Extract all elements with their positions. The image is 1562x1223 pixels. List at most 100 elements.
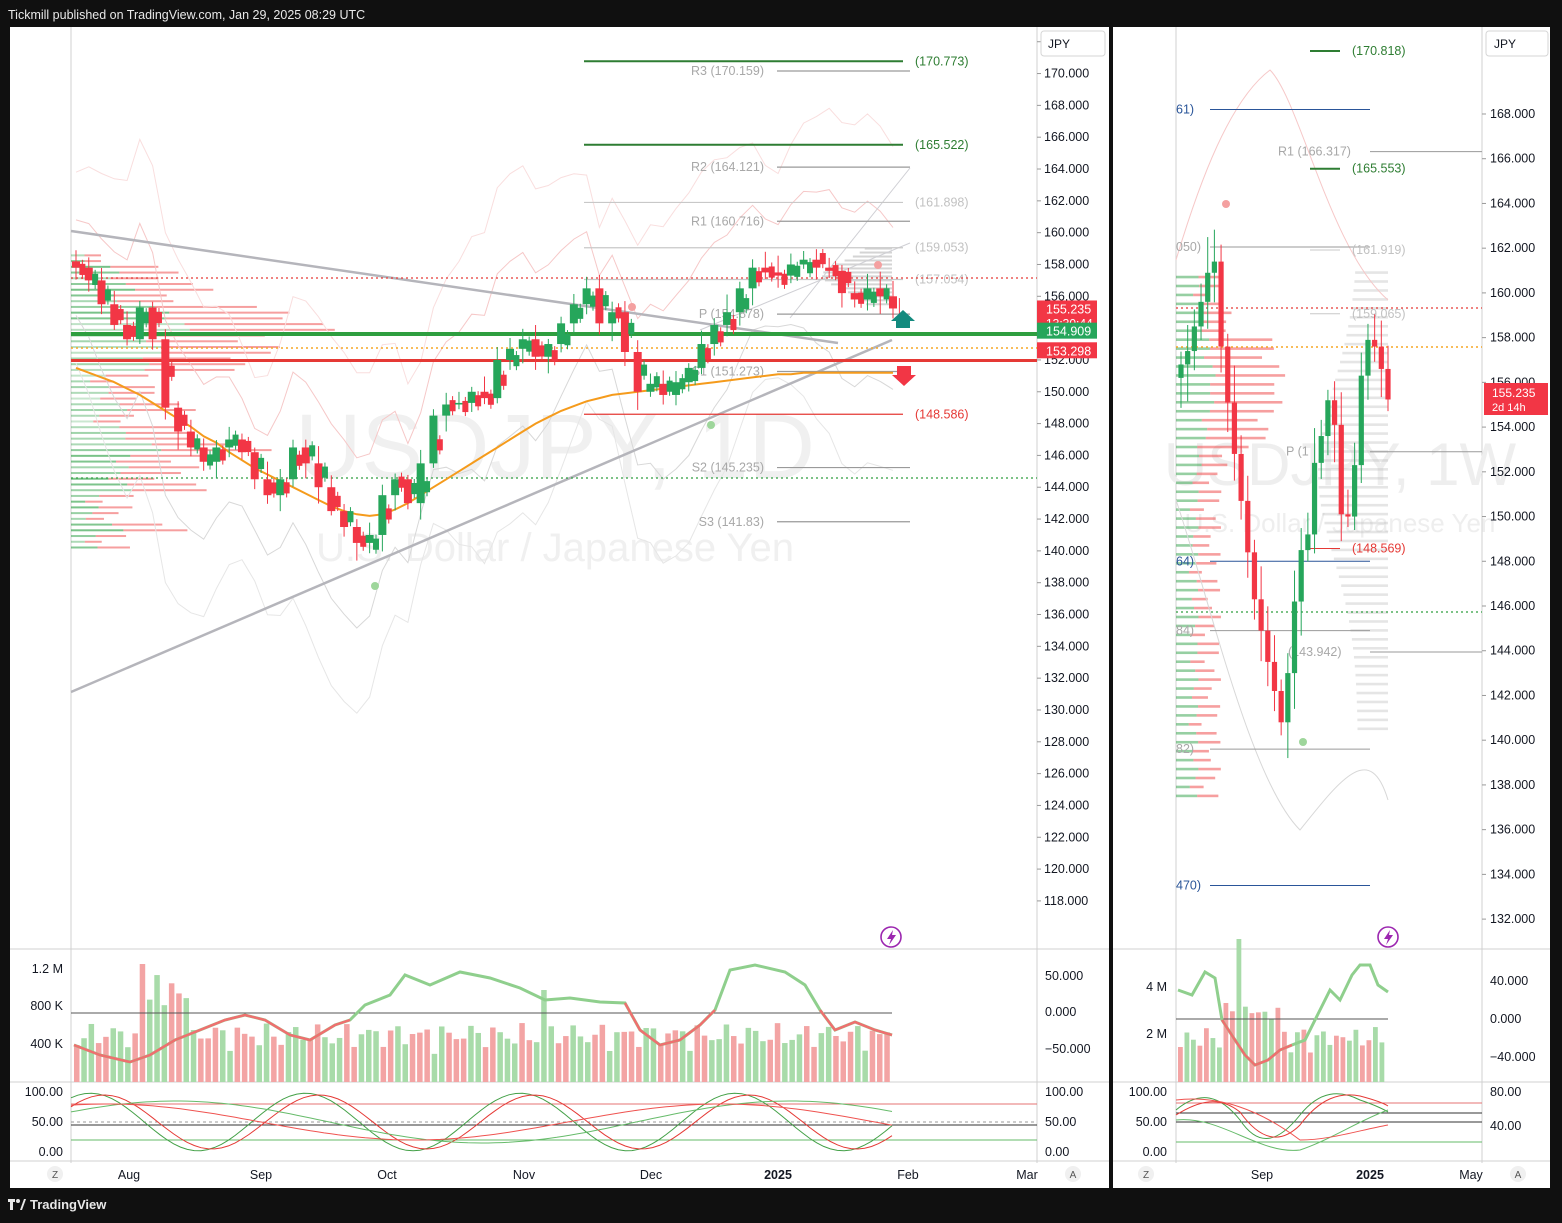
volume-bar — [409, 1034, 416, 1082]
volume-bar — [380, 1046, 387, 1082]
candle-body — [347, 511, 354, 523]
price-tick-label: 140.000 — [1490, 733, 1535, 747]
volume-bar — [636, 1046, 642, 1082]
time-tick-label: 2025 — [1356, 1168, 1384, 1182]
candle-body — [1378, 346, 1384, 369]
level-label: 470) — [1176, 879, 1201, 893]
candle-body — [314, 463, 323, 488]
level-label: 84) — [1176, 624, 1194, 638]
volume-bar — [825, 1026, 832, 1082]
candle-body — [883, 288, 890, 300]
volume-bar — [1288, 1052, 1294, 1082]
right-currency-box[interactable]: JPY — [1485, 30, 1549, 57]
volume-bar — [1308, 1052, 1313, 1082]
candle-body — [321, 466, 328, 478]
candle-body — [1265, 630, 1271, 662]
volume-bar — [212, 1027, 219, 1082]
candle-body — [1338, 424, 1344, 515]
lightning-icon[interactable] — [1377, 926, 1399, 948]
lightning-icon[interactable] — [880, 926, 902, 948]
volume-bar — [869, 1030, 876, 1082]
volume-tick-label: 2 M — [1146, 1027, 1167, 1041]
volume-bar — [782, 1043, 788, 1082]
volume-bar — [855, 1026, 861, 1082]
candle-body — [1372, 339, 1378, 347]
level-label: S2 (145.235) — [692, 461, 764, 475]
left-price-axis[interactable]: 172.000170.000168.000166.000164.000162.0… — [1037, 35, 1089, 908]
candle-body — [538, 345, 545, 357]
candle-body — [812, 259, 821, 268]
volume-bar — [687, 1050, 693, 1082]
volume-bar — [439, 1026, 445, 1082]
rsi-pane: 50.000 0.000 −50.000 — [71, 963, 1091, 1064]
volume-bar — [278, 1044, 284, 1082]
zoom-z-icon[interactable]: Z — [47, 1166, 63, 1182]
candle-body — [130, 325, 137, 337]
candle-body — [1211, 261, 1217, 273]
price-tick-label: 122.000 — [1044, 830, 1089, 844]
volume-bar — [1191, 1039, 1196, 1082]
currency-box[interactable]: JPY — [1040, 30, 1106, 57]
zoom-z-icon[interactable]: Z — [1138, 1166, 1154, 1182]
auto-scale-a-icon[interactable]: A — [1510, 1166, 1526, 1182]
stoch-slow-d — [1175, 1098, 1389, 1141]
level-label: (161.898) — [915, 195, 969, 209]
left-time-axis[interactable]: Aug Sep Oct Nov Dec 2025 Feb Mar — [118, 1168, 1038, 1182]
svg-text:Z: Z — [52, 1170, 58, 1181]
candle-body — [429, 415, 438, 464]
right-time-axis[interactable]: Sep 2025 May — [1251, 1168, 1484, 1182]
volume-bar — [1373, 1027, 1378, 1082]
stoch-slow-k — [70, 1100, 893, 1144]
band-upper — [75, 189, 894, 459]
volume-bar — [701, 1035, 708, 1082]
ma-line — [75, 366, 893, 517]
right-chart-panel[interactable]: USDJPY, 1W U.S. Dollar / Japanese Yen (1… — [1113, 27, 1550, 1188]
volume-bar — [709, 1040, 715, 1082]
candle-body — [270, 482, 277, 494]
right-price-axis[interactable]: 168.000 166.000 164.000 162.000 160.000 158.0… — [1482, 107, 1535, 926]
candle-body — [475, 395, 482, 407]
price-tick-label: 162.000 — [1490, 241, 1535, 255]
volume-bar — [132, 1033, 138, 1082]
candle-body — [799, 259, 808, 265]
candle-body — [1345, 514, 1351, 517]
price-tick-label: 146.000 — [1044, 448, 1089, 462]
price-tick-label: 162.000 — [1044, 194, 1089, 208]
volume-bar — [490, 1027, 496, 1082]
stoch-tick-label: 50.00 — [32, 1115, 63, 1129]
candle-body — [296, 454, 303, 466]
candle-body — [1191, 326, 1197, 352]
candle-body — [633, 351, 642, 392]
volume-bar — [300, 1039, 306, 1082]
time-tick-label: Aug — [118, 1168, 140, 1182]
time-tick-label: May — [1459, 1168, 1483, 1182]
candle-body — [1325, 400, 1331, 437]
price-tick-label: 132.000 — [1490, 912, 1535, 926]
right-bands — [1175, 69, 1389, 831]
footer-brand: TradingView — [8, 1197, 106, 1212]
stoch-tick-label: 100.00 — [25, 1085, 63, 1099]
published-header: Tickmill published on TradingView.com, J… — [8, 8, 366, 22]
volume-bar — [884, 1032, 890, 1082]
tradingview-logo-icon — [8, 1198, 26, 1210]
volume-bar — [628, 1031, 635, 1082]
volume-bar — [139, 964, 146, 1082]
level-label: R2 (164.121) — [691, 160, 764, 174]
rsi-tick-label: 50.000 — [1045, 969, 1083, 983]
stoch-slow-d — [70, 1103, 893, 1141]
candle-body — [889, 296, 897, 309]
left-chart-panel[interactable]: USDJPY, 1D U.S. Dollar / Japanese Yen (1… — [10, 27, 1109, 1188]
volume-bar — [548, 1026, 554, 1082]
candle-body — [462, 400, 469, 413]
volume-bar — [1340, 1037, 1346, 1082]
volume-bar — [417, 1032, 423, 1082]
candle-body — [526, 340, 533, 352]
candle-body — [186, 431, 195, 448]
stoch-right-tick-label: 80.00 — [1490, 1085, 1521, 1099]
candle-body — [454, 402, 463, 405]
candle-body — [263, 479, 272, 496]
auto-scale-a-icon[interactable]: A — [1065, 1166, 1081, 1182]
volume-bar — [395, 1026, 401, 1082]
volume-bar — [694, 1025, 700, 1082]
